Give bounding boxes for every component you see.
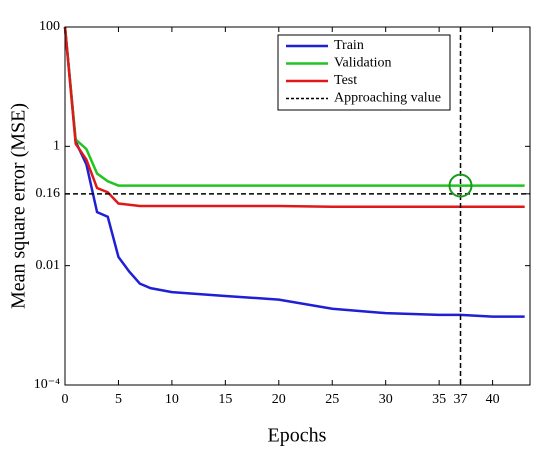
x-tick-label: 30	[379, 392, 393, 407]
x-tick-label: 25	[325, 392, 339, 407]
series-line	[63, 26, 525, 318]
series-line	[63, 26, 525, 209]
legend-label: Approaching value	[334, 91, 441, 106]
y-tick-label: 1	[53, 139, 60, 154]
y-tick-label: 0.16	[36, 186, 61, 201]
x-tick-label: 15	[218, 392, 232, 407]
approach-marker	[448, 173, 473, 198]
x-tick-label: 35	[432, 392, 446, 407]
x-tick-label: 0	[62, 392, 69, 407]
x-tick-label: 40	[486, 392, 500, 407]
y-tick-label: 10⁻⁴	[34, 377, 60, 392]
legend-label: Validation	[334, 56, 392, 71]
x-tick-label: 5	[115, 392, 122, 407]
x-tick-label: 37	[454, 392, 468, 407]
x-tick-label: 20	[272, 392, 286, 407]
x-axis-title: Epochs	[268, 425, 327, 447]
series-line	[63, 26, 525, 187]
y-tick-label: 0.01	[36, 258, 61, 273]
legend-label: Train	[334, 38, 364, 53]
y-tick-label: 100	[39, 19, 60, 34]
x-tick-label: 10	[165, 392, 179, 407]
legend-label: Test	[334, 73, 357, 88]
plot-frame	[64, 26, 531, 386]
y-axis-title: Mean square error (MSE)	[8, 103, 30, 309]
legend-box	[277, 34, 451, 111]
